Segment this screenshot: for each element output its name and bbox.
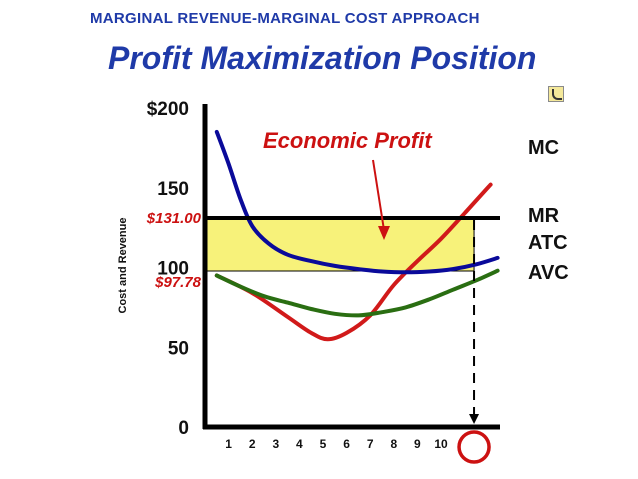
y-tick-label: 150 [157, 179, 189, 200]
annotation-arrow-line [372, 159, 385, 231]
chart-title: Profit Maximization Position [108, 40, 537, 76]
y-tick-label: 0 [178, 418, 189, 439]
y-tick-label: $200 [147, 99, 189, 120]
atc-label: ATC [528, 232, 568, 254]
x-tick-label: 5 [320, 437, 327, 451]
mr-label: MR [528, 205, 560, 227]
economic-profit-annotation: Economic Profit [263, 128, 433, 153]
x-tick-label: 8 [390, 437, 397, 451]
x-tick-label: 7 [367, 437, 374, 451]
curves-layer [205, 129, 500, 342]
x-tick-label: 9 [414, 437, 421, 451]
avc-curve [214, 268, 500, 318]
x-tick-label: 3 [272, 437, 279, 451]
axes-layer: 0 50 100 150 $200 1 2 3 4 5 6 7 8 9 10 Cost and Revenue [117, 99, 500, 451]
annotation-arrow-head [378, 226, 390, 240]
quantity-marker-circle [457, 430, 491, 464]
labels-layer: $131.00 $97.78 MC ATC AVC MR Economic Profit [146, 128, 569, 464]
x-tick-label: 6 [343, 437, 350, 451]
supertitle: MARGINAL REVENUE-MARGINAL COST APPROACH [90, 10, 480, 27]
x-tick-label: 10 [434, 437, 448, 451]
x-tick-label: 1 [225, 437, 232, 451]
y-tick-label: 50 [168, 338, 189, 359]
avc-label: AVC [528, 262, 569, 284]
atc-curve [214, 129, 500, 275]
x-tick-label: 2 [249, 437, 256, 451]
y-axis-label: Cost and Revenue [117, 218, 129, 314]
mc-curve [214, 182, 493, 342]
price-label: $131.00 [146, 210, 202, 227]
y-tick-label: 100 [157, 259, 189, 280]
mc-label: MC [528, 137, 559, 159]
atc-price-label: $97.78 [154, 274, 202, 291]
x-tick-label: 4 [296, 437, 303, 451]
profit-icon[interactable] [548, 86, 564, 102]
quantity-drop-arrowhead [469, 414, 480, 424]
